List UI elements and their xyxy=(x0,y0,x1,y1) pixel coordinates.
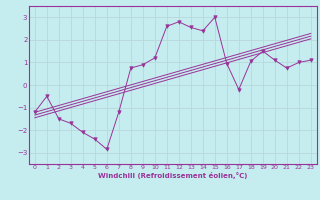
X-axis label: Windchill (Refroidissement éolien,°C): Windchill (Refroidissement éolien,°C) xyxy=(98,172,247,179)
